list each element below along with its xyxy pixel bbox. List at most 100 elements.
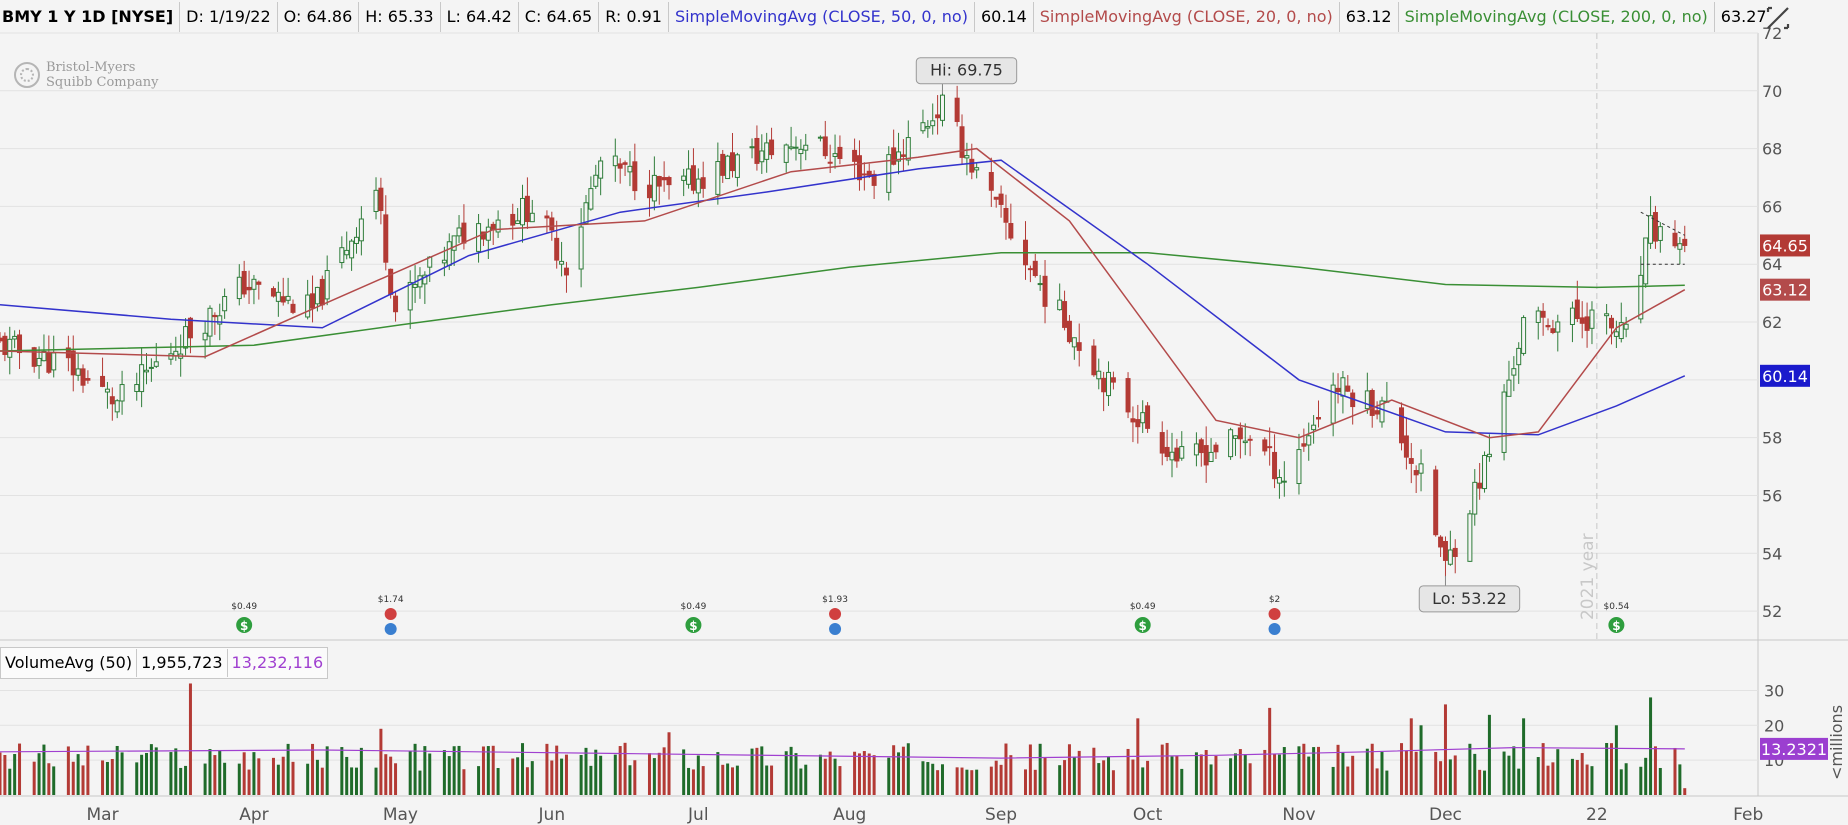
candle-body <box>1208 451 1214 463</box>
candle-body <box>1511 368 1517 376</box>
candle-body <box>1228 429 1234 458</box>
candle-body <box>1672 232 1678 247</box>
candle-body <box>1555 321 1561 333</box>
candle-body <box>1130 418 1136 423</box>
candle-body <box>656 175 662 187</box>
volume-bar <box>1043 757 1047 795</box>
candle-body <box>515 220 521 225</box>
volume-bar <box>1097 763 1101 795</box>
volume-bar <box>247 769 251 795</box>
candle-body <box>85 378 91 381</box>
volume-bar <box>184 765 188 795</box>
volume-bar <box>1653 746 1657 795</box>
sma50-price-tag-bg <box>1760 364 1810 387</box>
candle-body <box>617 163 623 169</box>
volume-bar <box>897 752 901 795</box>
volume-bar <box>1111 770 1115 795</box>
dividend-icon <box>236 617 253 633</box>
candle-body <box>422 274 428 285</box>
volume-bar <box>1624 763 1628 795</box>
candle-body <box>622 162 628 165</box>
sma20-price-tag: 63.12 <box>1762 281 1808 300</box>
pattern-trendline-upper <box>1640 211 1685 236</box>
volume-bar <box>0 752 2 795</box>
volume-bar <box>1614 725 1618 795</box>
volume-bar <box>42 744 46 795</box>
candle-body <box>70 350 76 376</box>
symbol-label[interactable]: BMY 1 Y 1D [NYSE] <box>0 1 181 32</box>
volume-avg-line <box>0 746 1685 759</box>
volume-bar <box>203 763 207 795</box>
volume-bar <box>594 749 598 795</box>
candle-body <box>41 350 47 362</box>
candle-body <box>236 276 242 300</box>
volume-bar <box>223 762 227 795</box>
volume-bar <box>32 761 36 795</box>
candle-body <box>632 161 638 192</box>
sma20-label[interactable]: SimpleMovingAvg (CLOSE, 20, 0, no) <box>1034 1 1340 32</box>
candle-body <box>974 167 980 171</box>
candle-body <box>1374 410 1380 415</box>
candle-body <box>593 174 599 187</box>
candle-body <box>1657 226 1663 241</box>
volume-bar <box>921 761 925 795</box>
volume-bar <box>1580 753 1584 795</box>
volume-bar <box>145 752 148 795</box>
sma200-label[interactable]: SimpleMovingAvg (CLOSE, 200, 0, no) <box>1399 1 1715 32</box>
volume-bar <box>1546 765 1550 795</box>
candle-body <box>1174 447 1180 462</box>
volume-bar <box>1683 788 1687 795</box>
sma50-label[interactable]: SimpleMovingAvg (CLOSE, 50, 0, no) <box>669 1 975 32</box>
x-tick-label: Feb <box>1733 805 1763 825</box>
candle-body <box>285 295 291 301</box>
candle-body <box>935 114 941 119</box>
volume-bar <box>1385 770 1389 795</box>
volume-bar <box>1067 744 1071 795</box>
candle-body <box>1164 446 1170 458</box>
candle-body <box>925 126 931 129</box>
sma20-price-tag-bg <box>1760 278 1810 301</box>
volume-bar <box>105 761 109 795</box>
volume-bar <box>1483 770 1487 795</box>
volume-bar <box>1092 747 1096 795</box>
dividend-glyph: $ <box>689 619 697 633</box>
volume-bar <box>257 758 261 795</box>
volume-bar <box>1487 714 1491 795</box>
earnings-icon <box>829 608 842 620</box>
candle-body <box>549 217 555 231</box>
candle-body <box>1335 387 1341 393</box>
candle-body <box>1613 331 1619 337</box>
candle-body <box>324 270 330 300</box>
candle-body <box>583 202 589 224</box>
volume-avg-label[interactable]: VolumeAvg (50) <box>1 649 138 677</box>
volume-bar <box>872 755 876 795</box>
volume-bar <box>340 747 344 795</box>
x-tick-label: Sep <box>985 805 1017 825</box>
candle-body <box>1486 453 1492 458</box>
candle-body <box>896 151 902 162</box>
candle-body <box>461 222 467 244</box>
drawing-tool-icon[interactable] <box>1764 4 1792 32</box>
volume-bar <box>1448 759 1452 795</box>
candle-body <box>988 171 994 191</box>
volume-bar <box>218 750 222 795</box>
volume-bar <box>1507 755 1511 795</box>
candle-body <box>1003 207 1009 223</box>
candle-body <box>891 147 897 165</box>
volume-bar <box>1204 750 1208 795</box>
volume-bar <box>491 745 495 795</box>
volume-bar <box>989 766 993 795</box>
volume-bar <box>975 769 979 795</box>
candle-body <box>1027 268 1033 271</box>
volume-bar <box>37 753 41 795</box>
x-tick-label: Apr <box>239 805 268 825</box>
volume-bar <box>452 746 456 795</box>
candle-body <box>783 144 789 163</box>
candle-body <box>905 137 911 161</box>
volume-bar <box>1038 743 1042 795</box>
volume-bar <box>350 767 354 795</box>
candle-body <box>998 193 1004 205</box>
candle-body <box>764 142 770 160</box>
volume-bar <box>970 770 974 795</box>
